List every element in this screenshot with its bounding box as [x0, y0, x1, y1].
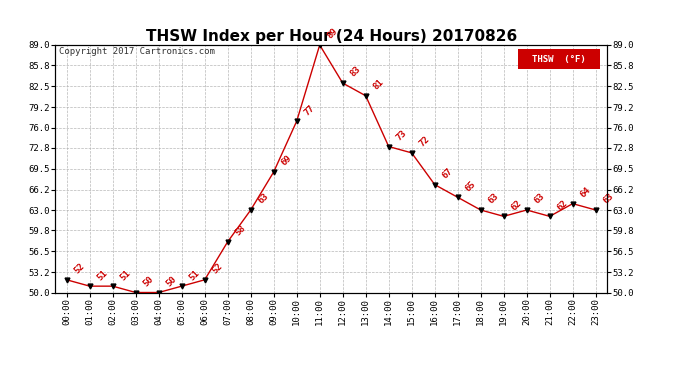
Text: 62: 62	[555, 198, 569, 212]
Text: 83: 83	[348, 65, 362, 79]
Text: 81: 81	[371, 78, 385, 92]
Text: 51: 51	[95, 268, 109, 282]
Text: 67: 67	[440, 166, 454, 180]
Text: 64: 64	[578, 186, 592, 200]
Title: THSW Index per Hour (24 Hours) 20170826: THSW Index per Hour (24 Hours) 20170826	[146, 29, 517, 44]
Text: 63: 63	[486, 192, 500, 206]
Text: 50: 50	[164, 274, 178, 288]
Text: 72: 72	[417, 135, 431, 149]
Text: 73: 73	[394, 128, 408, 142]
Text: 63: 63	[256, 192, 270, 206]
Text: 63: 63	[532, 192, 546, 206]
Text: 77: 77	[302, 103, 316, 117]
Text: 51: 51	[187, 268, 201, 282]
Text: Copyright 2017 Cartronics.com: Copyright 2017 Cartronics.com	[59, 47, 215, 56]
Text: 58: 58	[233, 224, 247, 238]
Text: 52: 52	[210, 262, 224, 276]
Text: 50: 50	[141, 274, 155, 288]
Text: 69: 69	[279, 154, 293, 168]
Text: 65: 65	[463, 179, 477, 193]
Text: 52: 52	[72, 262, 86, 276]
Text: 51: 51	[118, 268, 132, 282]
Text: THSW  (°F): THSW (°F)	[532, 55, 586, 63]
Text: 63: 63	[601, 192, 615, 206]
Text: 62: 62	[509, 198, 523, 212]
Text: 89: 89	[325, 27, 339, 41]
